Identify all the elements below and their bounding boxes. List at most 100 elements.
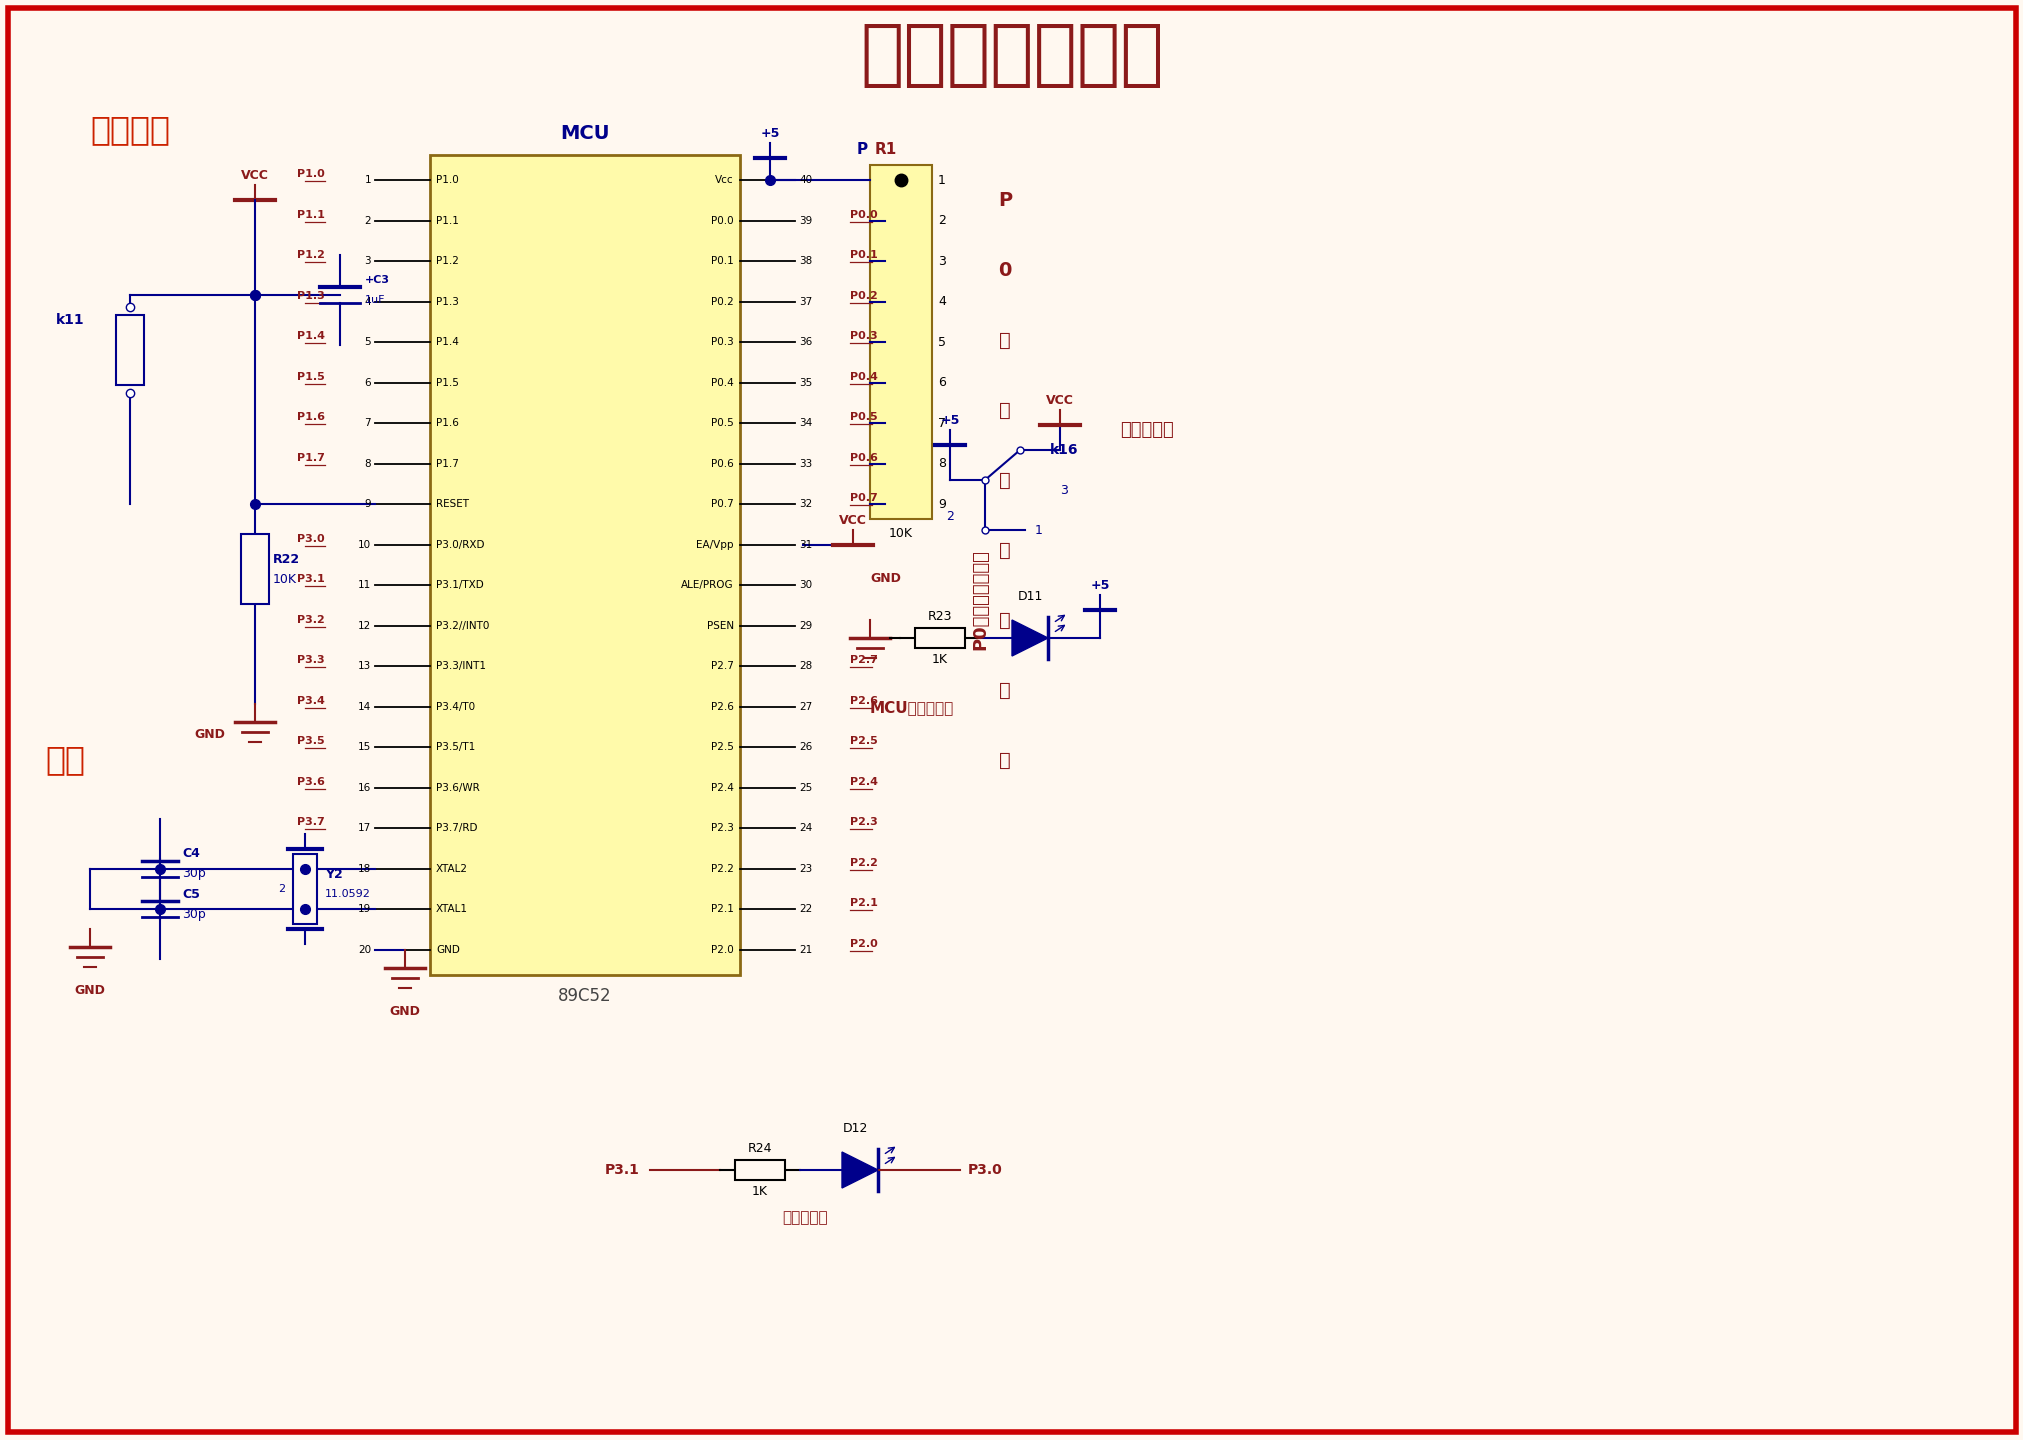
Text: +5: +5 — [1090, 579, 1109, 592]
Text: 30p: 30p — [182, 867, 206, 880]
Text: 31: 31 — [799, 540, 811, 550]
Text: 10K: 10K — [888, 527, 912, 540]
Text: P1.5: P1.5 — [297, 372, 326, 382]
Text: 编程下载开: 编程下载开 — [1119, 420, 1173, 439]
Text: 电: 电 — [999, 681, 1009, 700]
Text: 出: 出 — [999, 471, 1009, 490]
Text: P0.3: P0.3 — [850, 331, 878, 341]
Text: 89C52: 89C52 — [558, 986, 611, 1005]
Text: P0.7: P0.7 — [850, 494, 878, 503]
Text: 15: 15 — [358, 743, 370, 752]
Text: 14: 14 — [358, 701, 370, 711]
Text: 4: 4 — [364, 297, 370, 307]
Text: R23: R23 — [927, 611, 951, 624]
Text: 10: 10 — [358, 540, 370, 550]
Text: 11: 11 — [358, 580, 370, 590]
Text: 36: 36 — [799, 337, 811, 347]
Text: 12: 12 — [358, 621, 370, 631]
Text: P3.4/T0: P3.4/T0 — [435, 701, 475, 711]
Text: 3: 3 — [364, 256, 370, 266]
Text: P0.5: P0.5 — [710, 418, 734, 428]
Text: P3.4: P3.4 — [297, 696, 326, 706]
Text: RESET: RESET — [435, 500, 469, 510]
Text: P0.1: P0.1 — [850, 251, 878, 261]
Text: P0.0: P0.0 — [850, 210, 878, 219]
Text: 2: 2 — [937, 215, 945, 228]
Text: 7: 7 — [937, 416, 945, 429]
Text: 38: 38 — [799, 256, 811, 266]
Text: 1: 1 — [1034, 524, 1042, 537]
Text: R24: R24 — [746, 1142, 773, 1155]
Text: 下载指示灯: 下载指示灯 — [781, 1210, 827, 1225]
Text: 20: 20 — [358, 945, 370, 955]
Text: 28: 28 — [799, 661, 811, 671]
Text: P1.2: P1.2 — [435, 256, 459, 266]
Text: 29: 29 — [799, 621, 811, 631]
Text: P1.7: P1.7 — [297, 452, 326, 462]
Text: P1.1: P1.1 — [297, 210, 326, 219]
Text: P3.3/INT1: P3.3/INT1 — [435, 661, 486, 671]
Text: Vcc: Vcc — [714, 176, 734, 184]
Text: 27: 27 — [799, 701, 811, 711]
Text: P2.7: P2.7 — [850, 655, 878, 665]
Text: P3.7: P3.7 — [297, 818, 326, 828]
Text: 33: 33 — [799, 459, 811, 468]
Text: P: P — [997, 190, 1012, 209]
Text: P2.5: P2.5 — [850, 736, 878, 746]
Polygon shape — [1012, 621, 1048, 657]
Text: P1.4: P1.4 — [297, 331, 326, 341]
Text: P0.4: P0.4 — [850, 372, 878, 382]
Text: 2: 2 — [364, 216, 370, 226]
Text: P0.3: P0.3 — [710, 337, 734, 347]
Text: D11: D11 — [1018, 590, 1042, 603]
Bar — [914, 628, 965, 648]
Text: GND: GND — [388, 1005, 421, 1018]
Text: P3.0/RXD: P3.0/RXD — [435, 540, 483, 550]
Text: C5: C5 — [182, 888, 200, 901]
Text: 口: 口 — [999, 331, 1009, 350]
Text: 11.0592: 11.0592 — [326, 890, 370, 899]
Text: 1K: 1K — [753, 1185, 767, 1198]
Text: 23: 23 — [799, 864, 811, 874]
Text: P1.6: P1.6 — [297, 412, 326, 422]
Text: XTAL2: XTAL2 — [435, 864, 467, 874]
Text: ALE/PROG: ALE/PROG — [682, 580, 734, 590]
Text: 1uF: 1uF — [364, 295, 384, 305]
Text: P3.1: P3.1 — [605, 1164, 639, 1176]
Text: +5: +5 — [761, 127, 779, 140]
Text: 17: 17 — [358, 824, 370, 834]
Text: P1.2: P1.2 — [297, 251, 326, 261]
Text: P2.1: P2.1 — [850, 899, 878, 909]
Text: P2.3: P2.3 — [850, 818, 878, 828]
Text: 晶振: 晶振 — [45, 743, 85, 776]
Text: P2.4: P2.4 — [710, 783, 734, 793]
Text: P3.0: P3.0 — [297, 534, 326, 544]
Text: VCC: VCC — [840, 514, 866, 527]
Text: XTAL1: XTAL1 — [435, 904, 467, 914]
Text: k11: k11 — [57, 312, 85, 327]
Text: 22: 22 — [799, 904, 811, 914]
Text: P1.4: P1.4 — [435, 337, 459, 347]
Text: P0口输出控制电路: P0口输出控制电路 — [971, 550, 989, 651]
Bar — [734, 1161, 785, 1179]
Text: P2.0: P2.0 — [850, 939, 878, 949]
Text: 35: 35 — [799, 377, 811, 387]
Text: 输: 输 — [999, 400, 1009, 419]
Text: P3.2: P3.2 — [297, 615, 326, 625]
Text: 8: 8 — [937, 456, 945, 471]
Text: 4: 4 — [937, 295, 945, 308]
Text: P1.1: P1.1 — [435, 216, 459, 226]
Text: P1.7: P1.7 — [435, 459, 459, 468]
Text: P1.5: P1.5 — [435, 377, 459, 387]
Text: P2.6: P2.6 — [850, 696, 878, 706]
Text: GND: GND — [870, 572, 900, 585]
Text: P1.3: P1.3 — [435, 297, 459, 307]
Text: 单片机最小系统: 单片机最小系统 — [860, 20, 1163, 89]
Text: 7: 7 — [364, 418, 370, 428]
Text: P2.6: P2.6 — [710, 701, 734, 711]
Bar — [429, 156, 740, 975]
Text: 控: 控 — [999, 540, 1009, 560]
Text: 1K: 1K — [931, 652, 947, 665]
Text: VCC: VCC — [1046, 395, 1074, 408]
Text: 37: 37 — [799, 297, 811, 307]
